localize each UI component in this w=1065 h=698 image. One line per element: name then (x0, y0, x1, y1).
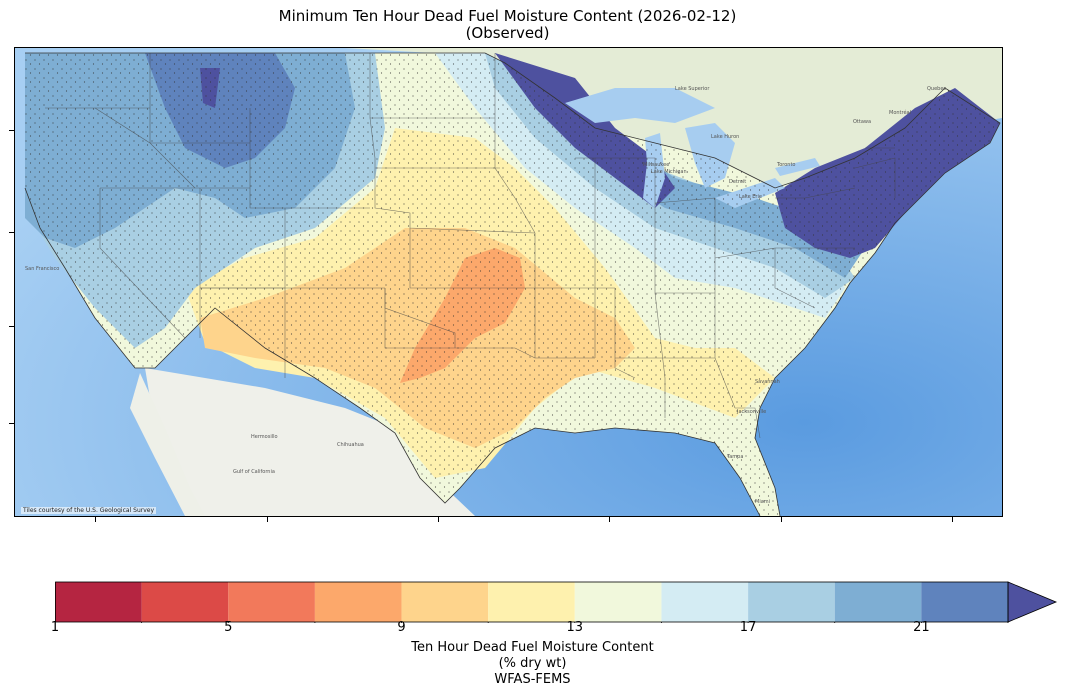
colorbar-outline (55, 581, 1009, 623)
colorbar-bin (834, 582, 922, 622)
label-gulf-of-california: Gulf of California (233, 469, 275, 475)
station-dots (25, 53, 1000, 516)
colorbar-bin (314, 582, 402, 622)
label-tampa: Tampa (726, 454, 743, 460)
x-tick (781, 517, 782, 522)
label-lake-superior: Lake Superior (675, 86, 710, 92)
x-tick (609, 517, 610, 522)
label-san-francisco: San Francisco (25, 266, 59, 272)
colorbar-bin (55, 582, 142, 622)
label-quebec: Quebec (927, 86, 946, 92)
label-toronto: Toronto (776, 162, 795, 168)
lake-ontario (775, 158, 820, 176)
label-milwaukee: Milwaukee (643, 162, 669, 168)
colorbar-tick-label: 5 (224, 620, 233, 635)
label-hermosillo: Hermosillo (251, 434, 278, 440)
map-title-line1: Minimum Ten Hour Dead Fuel Moisture Cont… (278, 7, 737, 25)
coastline (24, 52, 1001, 516)
colorbar-label-line1: Ten Hour Dead Fuel Moisture Content (411, 640, 654, 655)
mexico-land (145, 368, 475, 516)
colorbar-bin (401, 582, 489, 622)
colorbar-tick-label: 1 (50, 620, 60, 635)
label-miami: Miami (755, 499, 770, 505)
map-title-line2: (Observed) (465, 24, 550, 42)
colorbar-bin (921, 582, 1008, 622)
colorbar-bin (141, 582, 229, 622)
colorbar (55, 581, 1058, 623)
label-jacksonville: Jacksonville (736, 409, 766, 415)
y-tick (9, 130, 14, 131)
colorbar-bin (228, 582, 315, 622)
y-tick (9, 232, 14, 233)
colorbar-label-line3: WFAS-FEMS (494, 672, 571, 687)
x-tick (95, 517, 96, 522)
label-lake-michigan: Lake Michigan (651, 169, 687, 175)
tile-attribution: Tiles courtesy of the U.S. Geological Su… (21, 507, 157, 514)
colorbar-tick-label: 17 (739, 620, 757, 635)
colorbar-bin (748, 582, 835, 622)
label-savannah: Savannah (755, 379, 780, 385)
y-tick (9, 423, 14, 424)
label-detroit: Detroit (729, 179, 746, 185)
colorbar-tick-label: 9 (397, 620, 406, 635)
label-montreal: Montréal (889, 109, 911, 116)
colorbar-bin (574, 582, 662, 622)
colorbar-extend-arrow (1007, 581, 1058, 623)
map-canvas: Chihuahua Hermosillo Gulf of California … (15, 48, 1002, 516)
x-tick (267, 517, 268, 522)
colorbar-tick-label: 21 (913, 620, 930, 635)
state-borders (45, 53, 896, 439)
x-tick (438, 517, 439, 522)
label-lake-erie: Lake Erie (739, 194, 762, 200)
colorbar-bin (661, 582, 749, 622)
lake-superior (565, 88, 715, 123)
colorbar-bin (488, 582, 575, 622)
label-lake-huron: Lake Huron (711, 134, 739, 140)
colorbar-label-line2: (% dry wt) (498, 656, 567, 671)
map-title: Minimum Ten Hour Dead Fuel Moisture Cont… (0, 8, 1015, 42)
y-tick (9, 326, 14, 327)
map-panel[interactable]: Chihuahua Hermosillo Gulf of California … (14, 47, 1003, 517)
x-tick (952, 517, 953, 522)
baja-land (130, 373, 205, 516)
label-ottawa: Ottawa (853, 119, 871, 125)
colorbar-tick-label: 13 (566, 620, 584, 635)
label-chihuahua: Chihuahua (337, 442, 364, 448)
